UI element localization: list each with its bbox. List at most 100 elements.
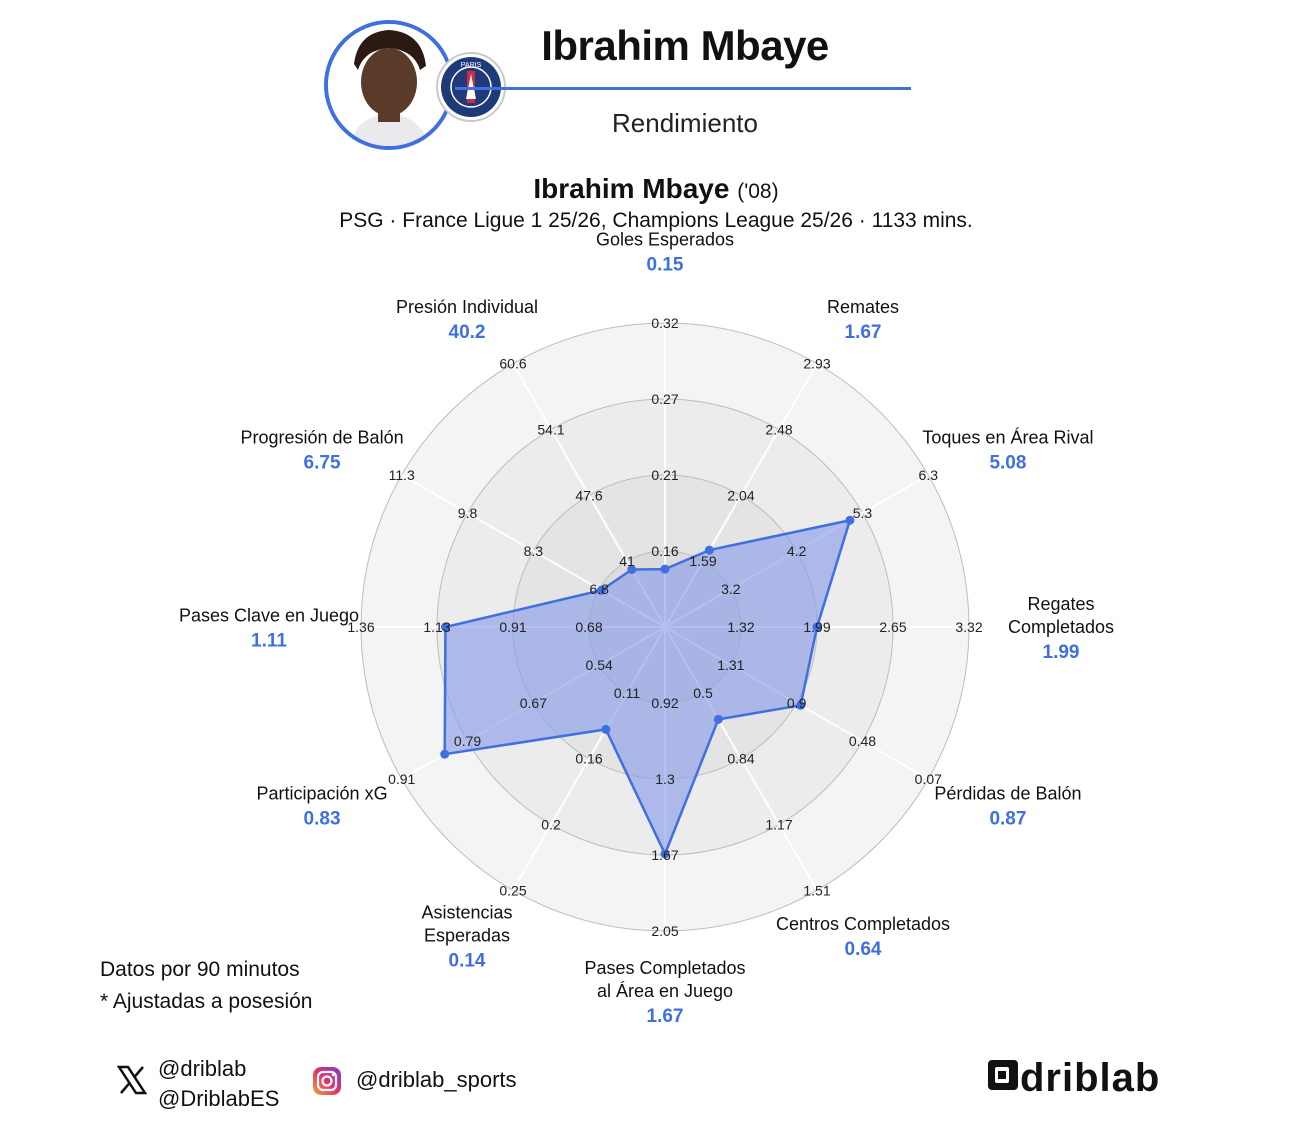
radar-tick-label: 1.31	[717, 657, 744, 673]
radar-tick-label: 0.54	[586, 657, 613, 673]
axis-label: Asistencias	[421, 902, 512, 922]
radar-point	[601, 724, 611, 734]
axis-label: Participación xG	[257, 784, 388, 804]
radar-tick-label: 1.51	[803, 882, 830, 898]
axis-label: Pérdidas de Balón	[934, 784, 1081, 804]
radar-tick-label: 1.99	[803, 619, 830, 635]
axis-label: Remates	[827, 297, 899, 317]
radar-tick-label: 8.3	[524, 543, 544, 559]
radar-tick-label: 2.93	[803, 356, 830, 372]
axis-label: Goles Esperados	[596, 230, 734, 250]
axis-value: 0.83	[304, 809, 341, 830]
radar-tick-label: 0.25	[499, 882, 526, 898]
radar-point	[812, 622, 822, 632]
radar-point	[796, 700, 806, 710]
axis-label: Pases Clave en Juego	[179, 606, 359, 626]
instagram-handle[interactable]: @driblab_sports	[356, 1067, 517, 1092]
radar-tick-label: 1.17	[765, 816, 792, 832]
radar-tick-label: 0.84	[727, 751, 754, 767]
radar-tick-label: 2.65	[879, 619, 906, 635]
driblab-logo-icon	[986, 1058, 1020, 1097]
radar-point	[660, 564, 670, 574]
radar-point	[627, 565, 637, 575]
page-subtitle: Rendimiento	[612, 108, 758, 138]
radar-tick-label: 0.07	[915, 771, 942, 787]
radar-tick-label: 3.32	[955, 619, 982, 635]
title-divider	[455, 87, 911, 90]
radar-tick-label: 0.21	[651, 467, 678, 483]
radar-tick-label: 2.05	[651, 923, 678, 939]
radar-tick-label: 0.16	[575, 751, 602, 767]
radar-tick-label: 1.59	[689, 553, 716, 569]
radar-tick-label: 60.6	[499, 356, 526, 372]
radar-tick-label: 0.91	[499, 619, 526, 635]
chart-subtitle: PSG · France Ligue 1 25/26, Champions Le…	[339, 209, 973, 232]
radar-point	[704, 545, 714, 555]
x-handle-secondary[interactable]: @DriblabES	[158, 1086, 280, 1111]
svg-text:PARIS: PARIS	[461, 62, 482, 69]
radar-tick-label: 0.91	[388, 771, 415, 787]
axis-value: 40.2	[449, 322, 486, 343]
radar-tick-label: 2.48	[765, 422, 792, 438]
axis-value: 0.87	[989, 809, 1026, 830]
radar-point	[440, 622, 450, 632]
driblab-wordmark: driblab	[1020, 1056, 1161, 1100]
radar-tick-label: 0.11	[614, 685, 640, 701]
axis-value: 0.15	[647, 255, 684, 276]
radar-point	[713, 714, 723, 724]
radar-point	[845, 515, 855, 525]
note-possession: * Ajustadas a posesión	[100, 990, 313, 1013]
radar-tick-label: 0.67	[520, 695, 547, 711]
axis-value: 1.99	[1043, 642, 1080, 663]
axis-label: Progresión de Balón	[240, 428, 403, 448]
axis-label: al Área en Juego	[597, 981, 733, 1001]
axis-value: 1.11	[251, 631, 287, 652]
radar-tick-label: 47.6	[575, 487, 602, 503]
radar-tick-label: 2.04	[727, 487, 754, 503]
axis-value: 0.14	[449, 950, 486, 971]
player-photo	[328, 24, 450, 146]
radar-tick-label: 0.16	[651, 543, 678, 559]
axis-label: Presión Individual	[396, 297, 538, 317]
axis-label: Pases Completados	[584, 958, 745, 978]
x-handle-primary[interactable]: @driblab	[158, 1056, 247, 1081]
radar-tick-label: 1.32	[727, 619, 754, 635]
radar-tick-label: 3.2	[721, 581, 741, 597]
radar-tick-label: 0.79	[454, 733, 481, 749]
radar-tick-label: 0.2	[541, 816, 561, 832]
player-avatar	[324, 20, 454, 150]
note-per90: Datos por 90 minutos	[100, 958, 300, 981]
axis-label: Centros Completados	[776, 914, 950, 934]
chart-player-name: Ibrahim Mbaye	[533, 173, 730, 204]
instagram-icon	[312, 1066, 342, 1101]
chart-title: Ibrahim Mbaye ('08)	[0, 173, 1312, 205]
radar-tick-label: 6.3	[919, 467, 939, 483]
x-logo-icon	[116, 1064, 148, 1101]
axis-value: 5.08	[989, 453, 1026, 474]
radar-tick-label: 41	[619, 553, 635, 569]
radar-tick-label: 0.32	[651, 315, 678, 331]
radar-tick-label: 0.92	[651, 695, 678, 711]
radar-tick-label: 4.2	[787, 543, 807, 559]
axis-value: 1.67	[845, 322, 882, 343]
axis-value: 0.64	[845, 939, 882, 960]
radar-tick-label: 9.8	[458, 505, 478, 521]
radar-tick-label: 0.48	[849, 733, 876, 749]
radar-point	[440, 749, 450, 759]
radar-tick-label: 0.68	[575, 619, 602, 635]
axis-label: Esperadas	[424, 925, 510, 945]
radar-point	[660, 849, 670, 859]
radar-tick-label: 1.67	[651, 847, 678, 863]
radar-tick-label: 6.8	[589, 581, 609, 597]
radar-tick-label: 0.5	[693, 685, 713, 701]
axis-value: 6.75	[304, 453, 341, 474]
radar-tick-label: 1.36	[347, 619, 374, 635]
radar-tick-label: 54.1	[537, 422, 564, 438]
axis-label: Regates	[1027, 594, 1094, 614]
radar-tick-label: 0.27	[651, 391, 678, 407]
radar-tick-label: 0.9	[787, 695, 807, 711]
radar-point	[596, 585, 606, 595]
axis-label: Completados	[1008, 617, 1114, 637]
axis-value: 1.67	[647, 1006, 684, 1027]
